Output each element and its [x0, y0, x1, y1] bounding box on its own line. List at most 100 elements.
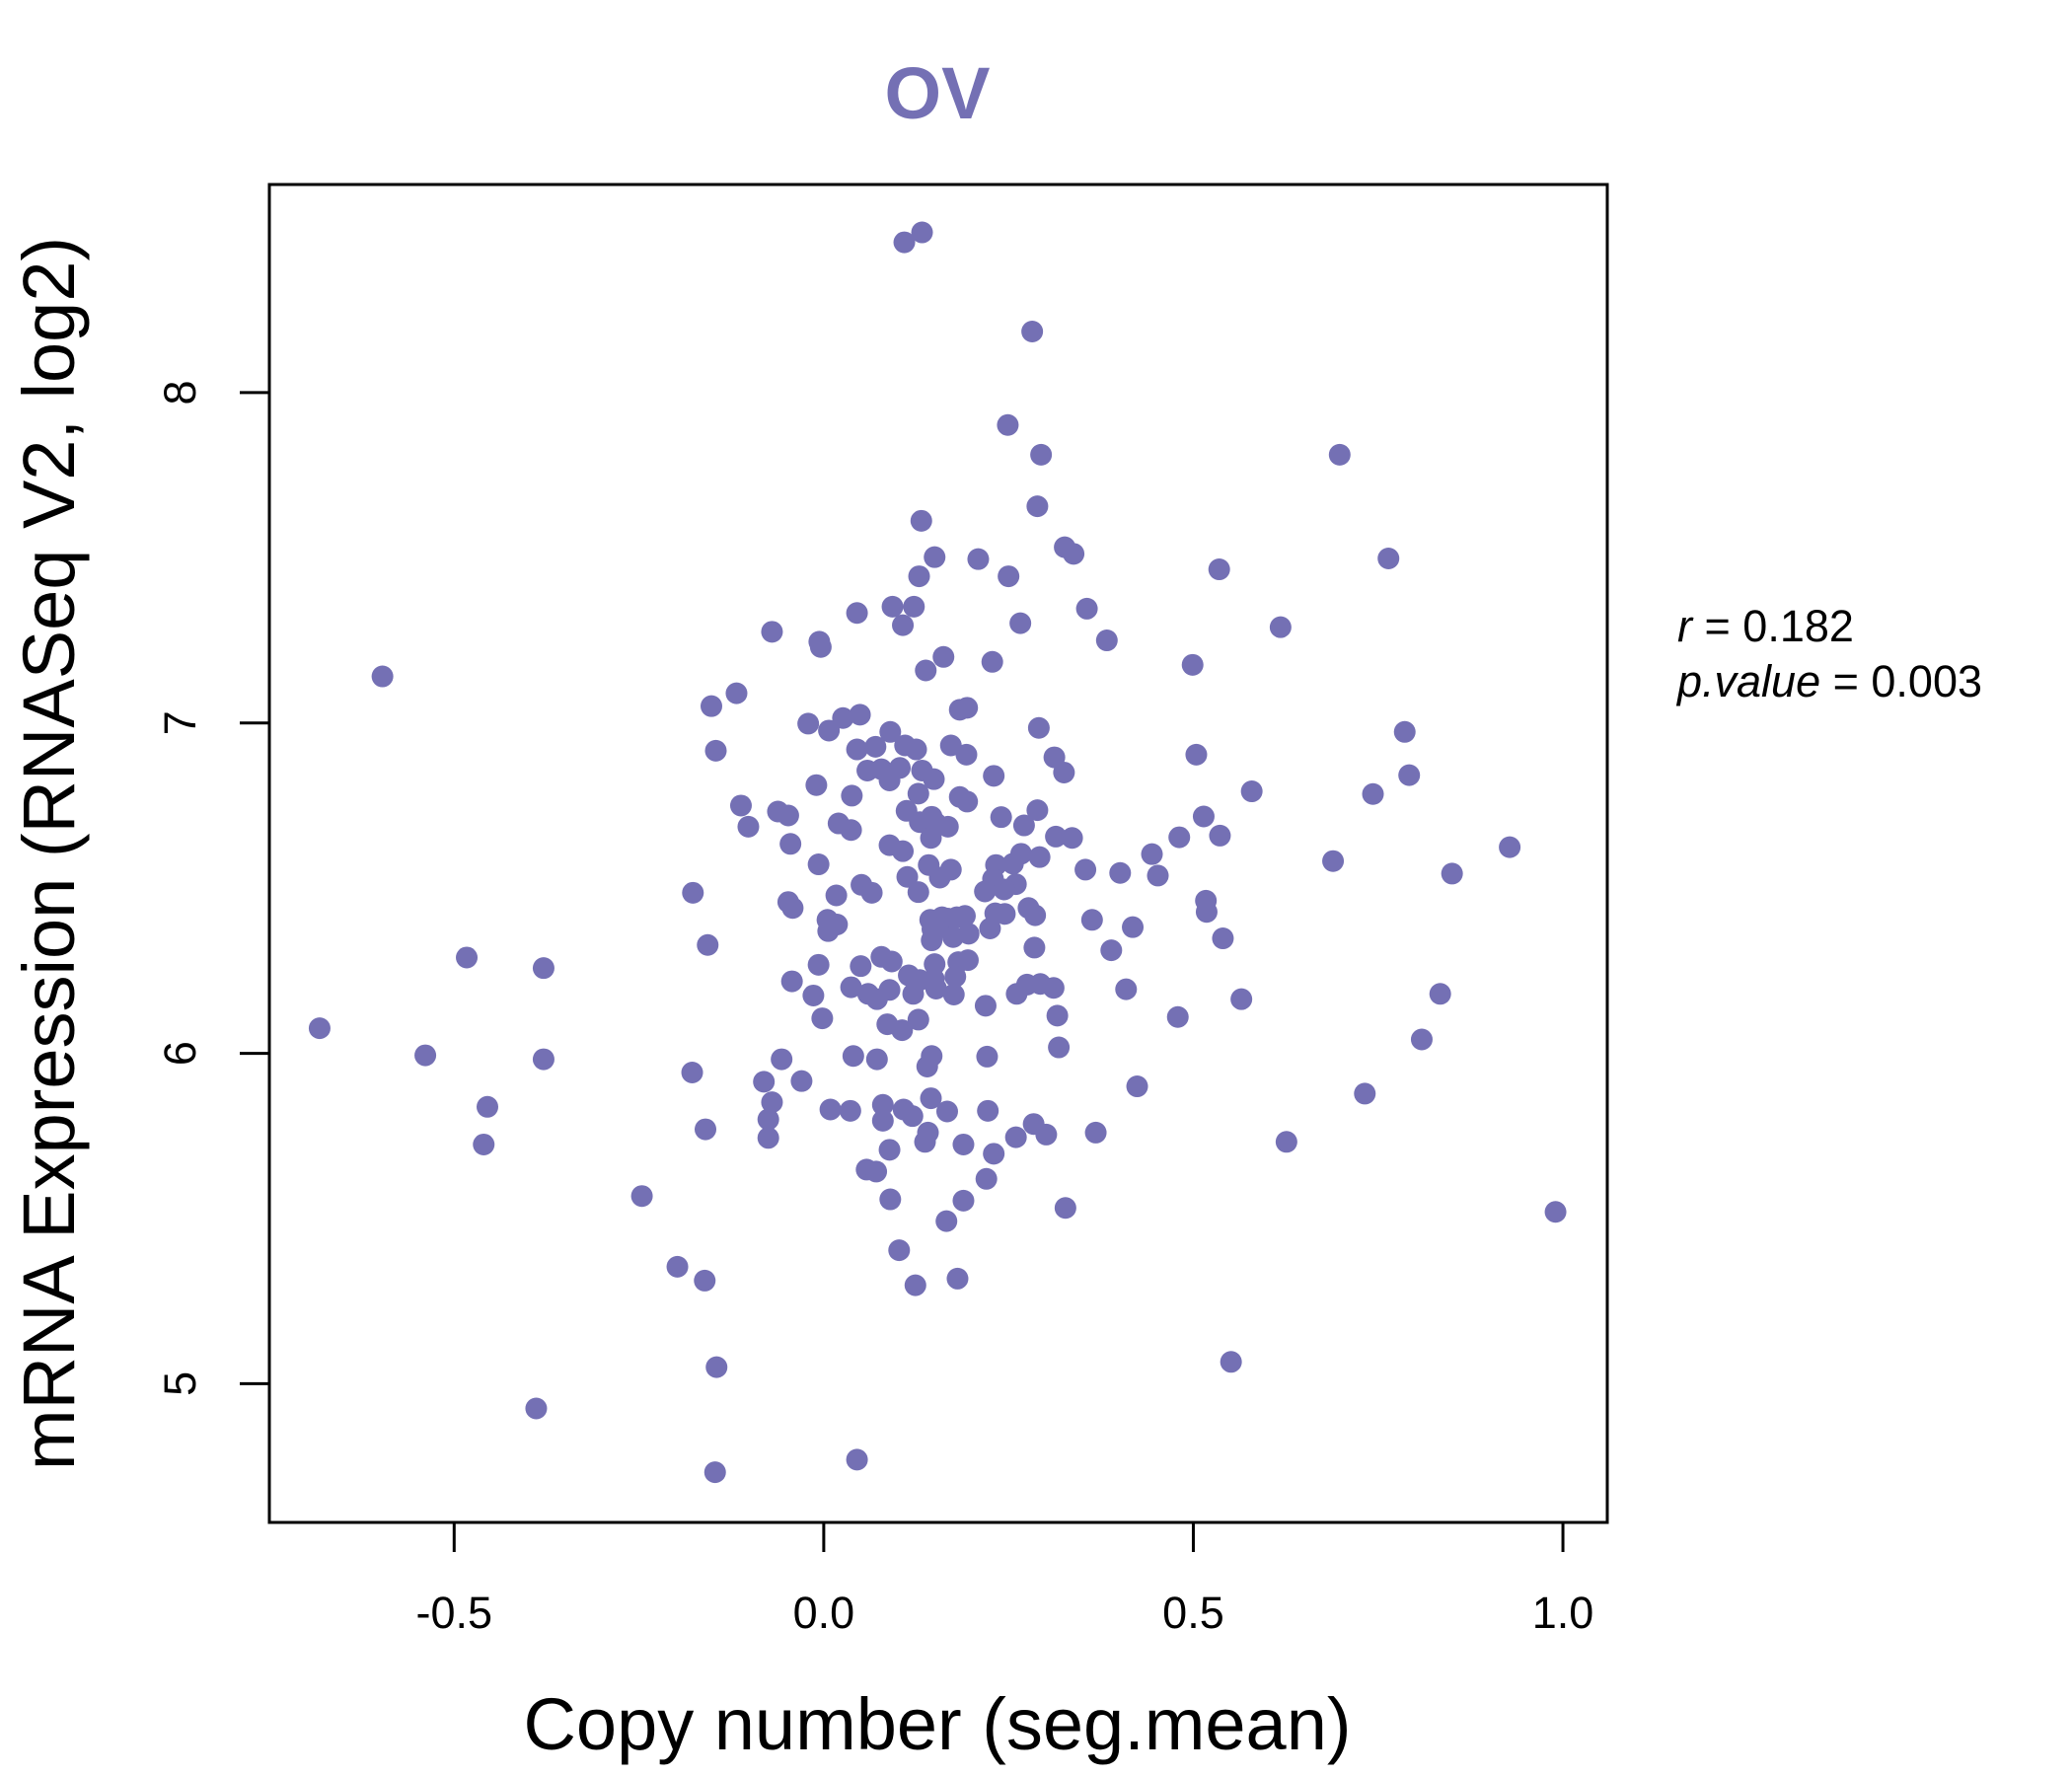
data-point — [893, 231, 916, 254]
data-point — [1192, 805, 1215, 828]
data-point — [807, 853, 830, 876]
data-point — [878, 770, 901, 792]
data-point — [1026, 495, 1049, 518]
data-point — [1208, 558, 1230, 581]
data-point — [946, 1267, 969, 1290]
data-point — [944, 965, 967, 988]
data-point — [910, 509, 932, 532]
data-point — [666, 1255, 689, 1278]
data-point — [757, 1108, 779, 1131]
data-point — [682, 881, 704, 904]
x-tick-label: 1.0 — [1532, 1588, 1594, 1638]
data-point — [1024, 904, 1047, 926]
data-point — [1166, 1005, 1189, 1028]
data-point — [1393, 720, 1416, 743]
data-point — [955, 743, 978, 766]
data-point — [998, 565, 1020, 588]
data-point — [1429, 983, 1451, 1005]
data-point — [935, 1100, 958, 1123]
data-point — [925, 977, 947, 999]
data-point — [846, 602, 868, 625]
data-point — [935, 1210, 958, 1232]
data-point — [1195, 901, 1218, 924]
data-point — [956, 949, 979, 972]
x-tick-label: 0.0 — [793, 1588, 855, 1638]
data-point — [819, 1098, 842, 1121]
data-point — [993, 878, 1015, 901]
data-point — [809, 635, 832, 658]
data-point — [904, 1274, 926, 1296]
data-point — [790, 1070, 813, 1092]
data-point — [1063, 543, 1085, 565]
x-tick-label: 0.5 — [1162, 1588, 1224, 1638]
data-point — [1168, 826, 1191, 849]
data-point — [841, 784, 863, 807]
chart-title: OV — [885, 52, 991, 134]
data-point — [805, 774, 828, 796]
data-point — [881, 595, 904, 618]
data-point — [1095, 629, 1118, 652]
y-tick-label: 7 — [155, 710, 205, 735]
data-point — [753, 1071, 776, 1093]
data-point — [896, 865, 919, 888]
data-point — [1230, 988, 1253, 1010]
data-point — [1354, 1082, 1376, 1105]
p-symbol: p.value — [1675, 656, 1820, 706]
data-point — [952, 1189, 975, 1212]
y-tick-label: 5 — [155, 1371, 205, 1396]
data-point — [1398, 764, 1421, 786]
y-tick-label: 8 — [155, 380, 205, 405]
data-point — [705, 1356, 728, 1378]
r-value: 0.182 — [1742, 601, 1854, 651]
data-point — [932, 645, 955, 668]
data-point — [1021, 320, 1044, 342]
plot-frame — [267, 183, 1609, 1524]
data-point — [936, 815, 959, 838]
data-point — [1181, 653, 1204, 676]
data-point — [850, 955, 872, 978]
data-point — [825, 884, 848, 907]
data-point — [532, 1048, 555, 1071]
data-point — [956, 697, 979, 719]
data-point — [630, 1185, 653, 1208]
data-point — [878, 1139, 901, 1161]
data-point — [846, 738, 868, 761]
data-point — [1115, 978, 1138, 1000]
data-point — [807, 953, 830, 976]
data-point — [921, 929, 943, 952]
data-point — [1322, 850, 1345, 872]
data-point — [924, 546, 946, 568]
data-point — [1035, 1123, 1058, 1146]
data-point — [860, 881, 883, 904]
data-point — [956, 790, 979, 813]
data-point — [1209, 824, 1231, 847]
data-point — [1212, 927, 1234, 950]
data-point — [1042, 977, 1065, 999]
data-point — [915, 659, 937, 682]
data-point — [1054, 1197, 1076, 1220]
data-point — [865, 1160, 888, 1183]
data-point — [1030, 443, 1053, 466]
data-point — [456, 946, 479, 969]
data-point — [976, 1045, 999, 1068]
data-point — [920, 1087, 942, 1110]
data-point — [761, 1091, 783, 1114]
data-point — [1046, 1004, 1069, 1027]
data-point — [1269, 616, 1292, 638]
data-point — [1126, 1075, 1148, 1098]
data-point — [901, 1105, 924, 1128]
data-point — [892, 840, 915, 862]
data-point — [704, 739, 727, 762]
data-point — [477, 1095, 499, 1118]
data-point — [1001, 852, 1024, 875]
data-point — [1499, 836, 1521, 858]
data-point — [832, 706, 854, 729]
data-point — [1023, 936, 1046, 959]
data-point — [953, 905, 976, 927]
data-point — [1005, 983, 1028, 1005]
data-point — [997, 413, 1019, 436]
x-axis-label: Copy number (seg.mean) — [523, 1683, 1351, 1765]
data-point — [994, 903, 1016, 925]
data-point — [914, 1131, 936, 1153]
